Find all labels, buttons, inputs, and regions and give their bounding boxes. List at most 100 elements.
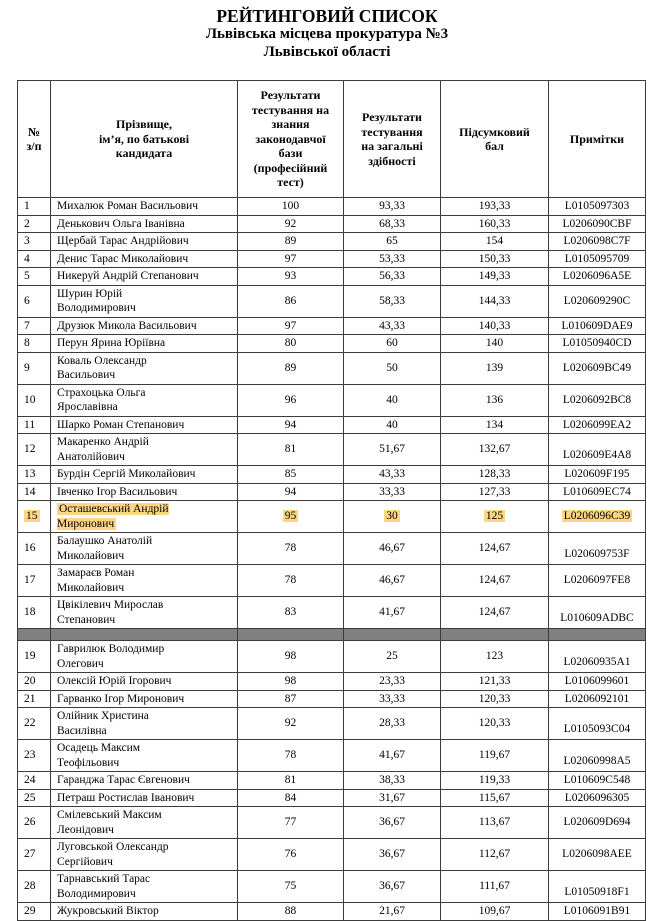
row-number-cell-text: 15	[24, 510, 40, 523]
divider-cell	[548, 628, 646, 641]
general-test-score-cell: 36,67	[343, 838, 441, 871]
total-score-cell: 113,67	[440, 806, 549, 839]
prof-test-score-cell: 92	[237, 214, 344, 233]
candidate-name-cell: Никеруй Андрій Степанович	[50, 267, 238, 286]
note-cell-text: L010609EC74	[563, 485, 631, 498]
general-test-score-cell: 93,33	[343, 197, 441, 216]
prof-test-score-cell-text: 81	[284, 443, 297, 456]
note-cell: L010609ADBC	[548, 596, 646, 629]
general-test-score-cell: 23,33	[343, 672, 441, 691]
note-cell: L0206096A5E	[548, 267, 646, 286]
table-row: 22 Олійник Христина Василівна 92 28,33 120,3…	[17, 707, 646, 740]
table-row: 17 Замараєв Роман Миколайович 78 46,67 124,6…	[17, 564, 646, 597]
prof-test-score-cell-text: 94	[284, 485, 297, 498]
prof-test-score-cell: 85	[237, 465, 344, 484]
prof-test-score-cell-text: 78	[284, 749, 297, 762]
general-test-score-cell: 31,67	[343, 788, 441, 807]
prof-test-score-cell-text: 97	[284, 252, 297, 265]
rating-table: № з/п Прізвище, ім’я, по батькові кандид…	[17, 80, 646, 921]
general-test-score-cell: 68,33	[343, 214, 441, 233]
note-cell-text: L0206096C39	[561, 510, 633, 523]
note-cell: L0206097FE8	[548, 564, 646, 597]
prof-test-score-cell-text: 100	[281, 200, 300, 212]
candidate-name-cell-text: Гаврилюк Володимир Олегович	[57, 643, 165, 670]
table-row: 19 Гаврилюк Володимир Олегович 98 25 123 L020…	[17, 640, 646, 673]
row-number-cell-text: 25	[24, 791, 36, 804]
total-score-cell-text: 124,67	[478, 574, 511, 587]
note-cell-text: L020609290C	[563, 294, 631, 307]
note-cell: L020609D694	[548, 806, 646, 839]
general-test-score-cell: 33,33	[343, 482, 441, 501]
prof-test-score-cell-text: 86	[284, 294, 297, 307]
total-score-cell: 134	[440, 415, 549, 434]
prof-test-score-cell: 83	[237, 596, 344, 629]
note-cell: L020609290C	[548, 284, 646, 318]
col-header-number: № з/п	[17, 80, 51, 198]
prof-test-score-cell-text: 83	[284, 606, 297, 619]
note-cell-text: L0105095709	[564, 252, 630, 265]
note-cell-text: L010609C548	[563, 774, 631, 786]
prof-test-score-cell: 76	[237, 838, 344, 871]
candidate-name-cell: Щербай Тарас Андрійович	[50, 232, 238, 251]
prof-test-score-cell: 93	[237, 267, 344, 286]
row-number-cell-text: 20	[24, 675, 36, 687]
total-score-cell: 119,67	[440, 739, 549, 772]
total-score-cell: 124,67	[440, 596, 549, 629]
divider-cell	[440, 628, 549, 641]
row-number-cell: 17	[17, 564, 51, 597]
row-number-cell: 20	[17, 672, 51, 691]
note-cell: L02060935A1	[548, 640, 646, 673]
total-score-cell-text: 124,67	[478, 542, 511, 555]
candidate-name-cell-text: Страхоцька Ольга Ярославівна	[57, 386, 146, 414]
prof-test-score-cell: 86	[237, 284, 344, 318]
table-row: 7 Друзюк Микола Васильович 97 43,33 140,33 L0…	[17, 316, 646, 335]
total-score-cell-text: 150,33	[478, 252, 511, 265]
prof-test-score-cell-text: 98	[284, 675, 297, 687]
note-cell: L0206090CBF	[548, 214, 646, 233]
general-test-score-cell-text: 36,67	[379, 848, 405, 861]
row-number-cell-text: 17	[24, 574, 36, 587]
note-cell: L0106091B91	[548, 902, 646, 921]
table-row: 20 Олексій Юрій Ігорович 98 23,33 121,33 L010…	[17, 672, 646, 691]
general-test-score-cell: 46,67	[343, 564, 441, 597]
table-row: 9 Коваль Олександр Васильович 89 50 139 L0206…	[17, 351, 646, 385]
table-row: 2 Денькович Ольга Іванівна 92 68,33 160,33 L0…	[17, 214, 646, 233]
candidate-name-cell: Бурдін Сергій Миколайович	[50, 465, 238, 484]
total-score-cell: 160,33	[440, 214, 549, 233]
candidate-name-cell: Цвікілевич Мирослав Степанович	[50, 596, 238, 629]
note-cell: L020609753F	[548, 532, 646, 565]
candidate-name-cell: Олійник Христина Василівна	[50, 707, 238, 740]
note-cell: L0105093C04	[548, 707, 646, 740]
candidate-name-cell: Денис Тарас Миколайович	[50, 249, 238, 268]
prof-test-score-cell: 78	[237, 739, 344, 772]
candidate-name-cell-text: Замараєв Роман Миколайович	[57, 567, 135, 594]
row-number-cell: 13	[17, 465, 51, 484]
prof-test-score-cell: 89	[237, 232, 344, 251]
note-cell-text: L020609753F	[564, 547, 630, 560]
row-number-cell-text: 16	[24, 542, 36, 555]
note-cell-text: L020609D694	[563, 816, 631, 829]
table-row: 21 Гарванко Ігор Миронович 87 33,33 120,33 L0…	[17, 689, 646, 708]
prof-test-score-cell-text: 84	[284, 791, 297, 804]
total-score-cell-text: 128,33	[478, 468, 511, 480]
note-cell: L020609F195	[548, 465, 646, 484]
table-row: 3 Щербай Тарас Андрійович 89 65 154 L0206098C…	[17, 232, 646, 251]
total-score-cell: 140	[440, 334, 549, 353]
note-cell-text: L0105093C04	[563, 722, 631, 735]
note-cell: L01050918F1	[548, 870, 646, 903]
note-cell-text: L020609F195	[564, 468, 630, 480]
general-test-score-cell-text: 50	[386, 361, 398, 374]
candidate-name-cell-text: Перун Ярина Юріївна	[57, 337, 166, 349]
note-cell-text: L0206092101	[564, 692, 630, 705]
general-test-score-cell: 43,33	[343, 465, 441, 484]
prof-test-score-cell: 78	[237, 564, 344, 597]
note-cell: L020609E4A8	[548, 433, 646, 466]
divider-cell	[343, 628, 441, 641]
row-number-cell: 4	[17, 249, 51, 268]
candidate-name-cell: Перун Ярина Юріївна	[50, 334, 238, 353]
total-score-cell: 120,33	[440, 689, 549, 708]
general-test-score-cell-text: 28,33	[379, 717, 405, 730]
note-cell: L0206098C7F	[548, 232, 646, 251]
general-test-score-cell-text: 31,67	[379, 791, 405, 804]
row-number-cell: 22	[17, 707, 51, 740]
